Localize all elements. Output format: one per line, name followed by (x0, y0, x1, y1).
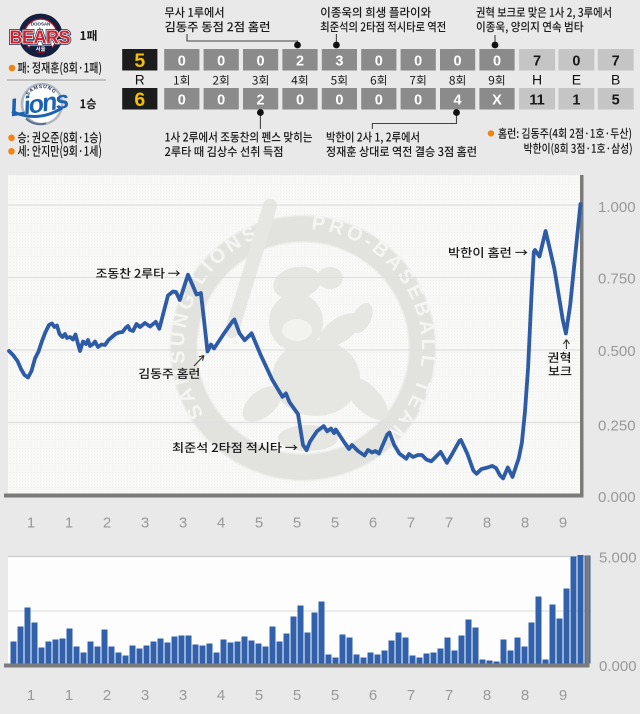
svg-text:0: 0 (257, 53, 265, 69)
svg-text:4: 4 (217, 515, 225, 532)
svg-text:2: 2 (257, 92, 265, 108)
svg-text:0: 0 (335, 92, 343, 108)
svg-text:6: 6 (369, 515, 377, 532)
svg-text:1: 1 (65, 687, 73, 704)
svg-text:0.000: 0.000 (598, 489, 636, 506)
svg-text:0.000: 0.000 (599, 658, 637, 675)
svg-text:BEARS: BEARS (10, 28, 71, 48)
svg-text:0: 0 (493, 53, 501, 69)
svg-text:0.250: 0.250 (598, 418, 636, 435)
svg-text:2: 2 (103, 515, 111, 532)
svg-text:0: 0 (454, 53, 462, 69)
svg-text:1: 1 (27, 515, 35, 532)
svg-text:1: 1 (572, 92, 580, 108)
svg-text:BEARS: BEARS (10, 28, 71, 48)
svg-text:7: 7 (407, 515, 415, 532)
svg-text:5.000: 5.000 (599, 549, 637, 566)
svg-text:5: 5 (255, 515, 263, 532)
svg-text:6: 6 (134, 89, 145, 111)
svg-text:9: 9 (559, 515, 567, 532)
svg-text:8: 8 (483, 687, 491, 704)
svg-text:BEARS: BEARS (10, 28, 71, 48)
svg-text:5: 5 (134, 50, 145, 72)
svg-text:1: 1 (27, 687, 35, 704)
svg-text:8: 8 (483, 515, 491, 532)
svg-text:R: R (135, 73, 145, 88)
svg-text:9: 9 (559, 687, 567, 704)
svg-text:6: 6 (369, 687, 377, 704)
svg-text:8: 8 (521, 515, 529, 532)
svg-text:5: 5 (293, 515, 301, 532)
svg-text:4: 4 (217, 687, 225, 704)
svg-text:0.500: 0.500 (598, 343, 636, 360)
svg-text:H: H (532, 72, 542, 88)
svg-text:7: 7 (407, 687, 415, 704)
svg-text:8: 8 (521, 687, 529, 704)
svg-text:7: 7 (445, 687, 453, 704)
svg-text:7: 7 (445, 515, 453, 532)
svg-text:0: 0 (178, 92, 186, 108)
svg-text:0: 0 (414, 53, 422, 69)
svg-text:E: E (572, 72, 581, 88)
svg-text:3: 3 (141, 687, 149, 704)
svg-text:5: 5 (331, 687, 339, 704)
svg-text:3: 3 (335, 53, 343, 69)
svg-text:0: 0 (296, 92, 304, 108)
svg-text:DOOSAN: DOOSAN (31, 22, 50, 27)
svg-text:4: 4 (454, 92, 462, 108)
svg-text:2: 2 (103, 687, 111, 704)
svg-text:7: 7 (612, 53, 620, 69)
svg-text:3: 3 (179, 687, 187, 704)
svg-text:0: 0 (217, 92, 225, 108)
svg-text:11: 11 (529, 92, 544, 108)
svg-text:1: 1 (65, 515, 73, 532)
svg-text:3: 3 (141, 515, 149, 532)
svg-text:0: 0 (375, 53, 383, 69)
svg-text:0: 0 (217, 53, 225, 69)
svg-text:5: 5 (293, 687, 301, 704)
svg-text:2: 2 (296, 53, 304, 69)
svg-text:5: 5 (255, 687, 263, 704)
svg-text:B: B (611, 72, 620, 88)
svg-text:5: 5 (331, 515, 339, 532)
svg-text:0: 0 (375, 92, 383, 108)
svg-text:0: 0 (572, 53, 580, 69)
svg-text:0.750: 0.750 (598, 271, 636, 288)
svg-text:3: 3 (179, 515, 187, 532)
svg-text:0: 0 (178, 53, 186, 69)
svg-text:7: 7 (533, 53, 541, 69)
svg-text:0: 0 (414, 92, 422, 108)
svg-text:X: X (492, 92, 502, 108)
svg-text:5: 5 (612, 92, 620, 108)
svg-text:1.000: 1.000 (598, 199, 636, 216)
